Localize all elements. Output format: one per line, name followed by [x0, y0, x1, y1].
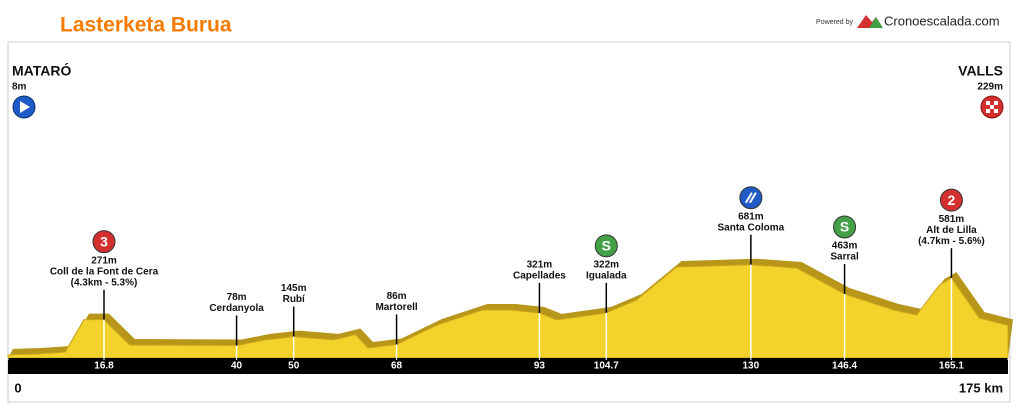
x-tick-label: 146.4 — [832, 361, 857, 372]
waypoint-icon — [92, 230, 116, 254]
waypoint-icon-label: S — [840, 219, 849, 235]
waypoint-icon-label: 2 — [948, 192, 956, 208]
waypoint-altitude: 86m — [387, 291, 407, 302]
x-tick-label: 175 km — [959, 380, 1003, 395]
x-tick-label: 16.8 — [94, 361, 114, 372]
waypoint-icon-label: S — [602, 238, 611, 254]
waypoint-name: Martorell — [375, 302, 417, 313]
x-tick-label: 68 — [391, 361, 403, 372]
finish-icon — [986, 101, 998, 113]
x-tick-label: 0 — [14, 380, 21, 395]
start-icon — [20, 101, 30, 113]
finish-altitude: 229m — [977, 82, 1003, 93]
x-tick-label: 165.1 — [939, 361, 964, 372]
x-tick-label: 130 — [743, 361, 760, 372]
waypoint-name: Coll de la Font de Cera — [50, 266, 159, 277]
waypoint-icon — [748, 192, 757, 204]
waypoint-altitude: 581m — [939, 214, 965, 225]
start-altitude: 8m — [12, 82, 27, 93]
distance-bar — [8, 358, 1008, 374]
waypoint-name: Igualada — [586, 270, 627, 281]
brand: Cronoescalada.com — [884, 13, 1000, 28]
x-tick-label: 40 — [231, 361, 243, 372]
waypoint-altitude: 271m — [91, 255, 117, 266]
waypoint-detail: (4.3km - 5.3%) — [71, 277, 138, 288]
waypoint-name: Santa Coloma — [718, 222, 785, 233]
waypoint-altitude: 78m — [227, 292, 247, 303]
x-tick-label: 104.7 — [594, 361, 619, 372]
waypoint-icon — [833, 215, 857, 239]
waypoint-icon — [739, 186, 763, 210]
start-name: MATARÓ — [12, 62, 71, 79]
x-tick-label: 93 — [534, 361, 546, 372]
waypoint-name: Cerdanyola — [209, 303, 264, 314]
waypoint-name: Capellades — [513, 271, 566, 282]
waypoint-altitude: 681m — [738, 211, 764, 222]
waypoint-icon-label: 3 — [100, 233, 108, 249]
waypoint-detail: (4.7km - 5.6%) — [918, 236, 985, 247]
profile — [7, 264, 1009, 359]
waypoint-name: Alt de Lilla — [926, 225, 977, 236]
credit: Powered by — [816, 19, 853, 26]
waypoint-altitude: 463m — [832, 241, 858, 252]
logo — [869, 17, 883, 28]
waypoint-altitude: 322m — [593, 259, 619, 270]
frame — [7, 41, 1011, 403]
x-tick-label: 50 — [288, 361, 300, 372]
waypoint-icon — [594, 234, 618, 258]
waypoint-icon — [744, 192, 753, 204]
chart-title: Lasterketa Burua — [60, 14, 232, 37]
waypoint-icon — [939, 188, 963, 212]
waypoint-altitude: 145m — [281, 283, 307, 294]
waypoint-altitude: 321m — [527, 260, 553, 271]
waypoint-name: Rubí — [283, 294, 306, 305]
waypoint-name: Sarral — [830, 252, 859, 263]
finish-name: VALLS — [958, 63, 1003, 79]
